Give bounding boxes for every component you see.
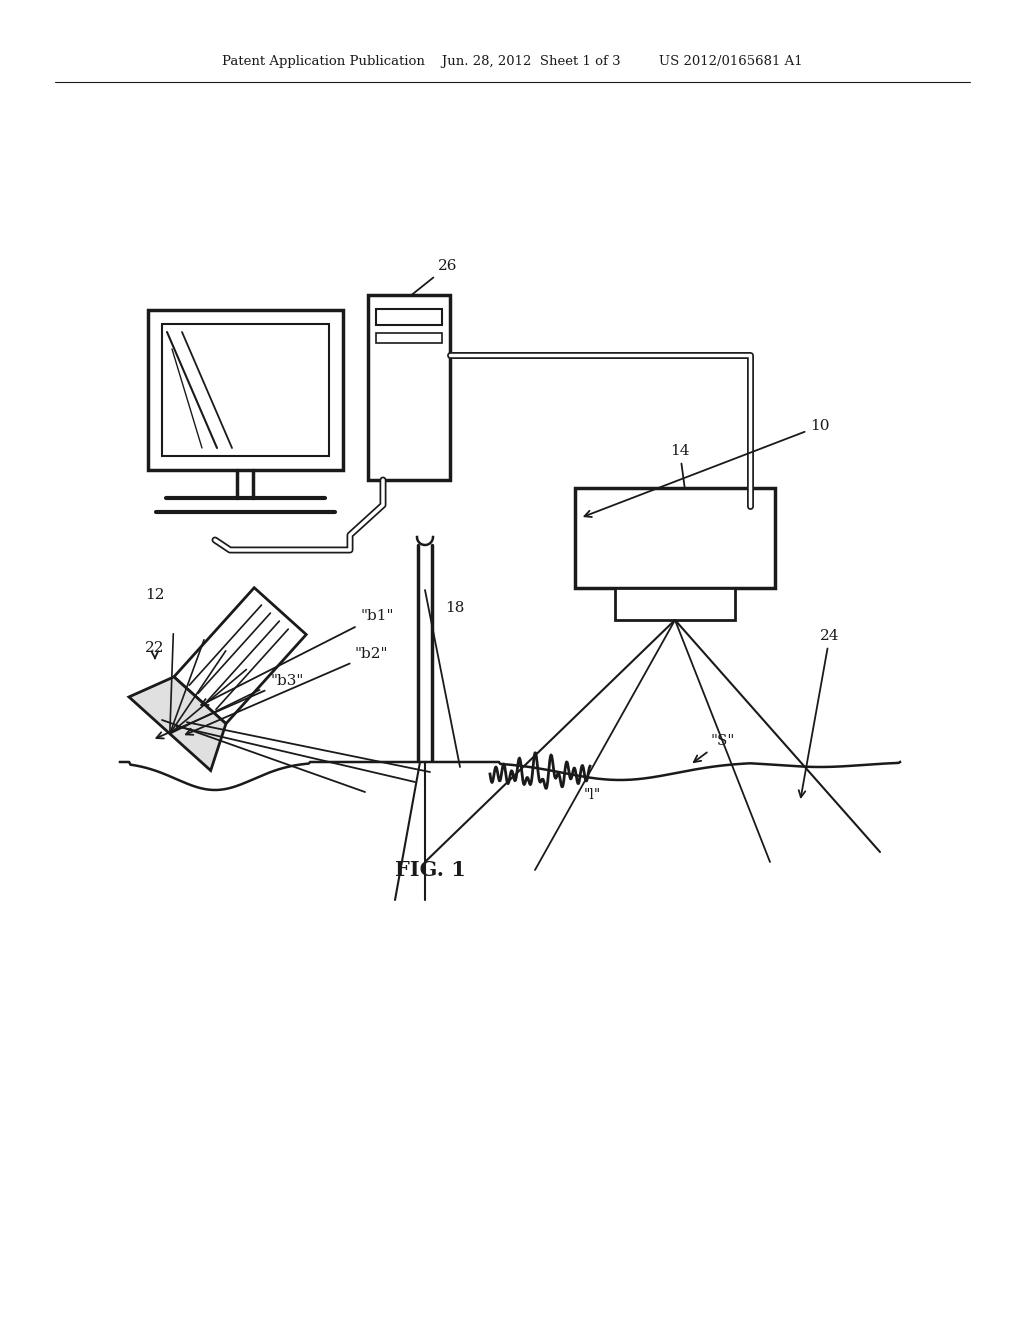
Bar [615,587,735,620]
Text: Patent Application Publication    Jun. 28, 2012  Sheet 1 of 3         US 2012/01: Patent Application Publication Jun. 28, … [221,55,803,69]
Text: 26: 26 [412,259,458,296]
Text: "b1": "b1" [201,609,393,705]
Text: "b3": "b3" [157,675,303,738]
Text: "l": "l" [584,788,601,803]
Bar [148,310,343,470]
Bar [575,488,775,587]
Bar [376,333,442,343]
Polygon shape [174,587,306,723]
Text: "b2": "b2" [186,647,388,735]
Text: 14: 14 [670,444,689,487]
Bar [376,309,442,325]
Text: "S": "S" [694,734,734,762]
Text: 22: 22 [145,642,165,659]
Polygon shape [129,677,226,771]
Bar [368,294,450,480]
Text: 18: 18 [445,601,464,615]
Text: 10: 10 [585,418,829,517]
Text: FIG. 1: FIG. 1 [394,861,466,880]
Text: 12: 12 [145,587,165,602]
Bar [162,323,329,455]
Text: 24: 24 [799,630,840,797]
